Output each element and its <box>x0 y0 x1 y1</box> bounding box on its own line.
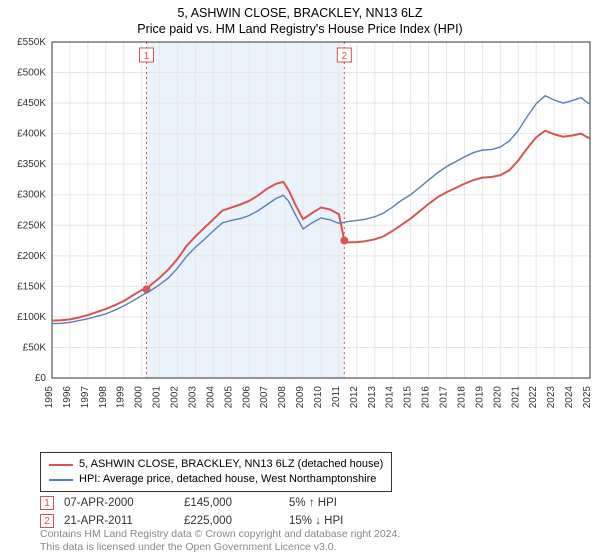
legend-label-property: 5, ASHWIN CLOSE, BRACKLEY, NN13 6LZ (det… <box>79 457 383 472</box>
chart-area: £0 £50K £100K £150K £200K £250K £300K £350K £400… <box>0 38 600 438</box>
svg-text:1995: 1995 <box>44 386 55 409</box>
legend-label-hpi: HPI: Average price, detached house, West… <box>79 472 376 487</box>
sale-badge-2-icon: 2 <box>40 514 54 528</box>
legend-row-hpi: HPI: Average price, detached house, West… <box>49 472 383 487</box>
svg-text:2007: 2007 <box>259 386 270 409</box>
svg-text:2012: 2012 <box>349 386 360 409</box>
svg-text:1998: 1998 <box>98 386 109 409</box>
svg-text:1996: 1996 <box>62 386 73 409</box>
sale-pct-2: 15% ↓ HPI <box>289 515 409 527</box>
svg-text:2002: 2002 <box>170 386 181 409</box>
svg-text:£50K: £50K <box>23 342 47 353</box>
svg-text:2022: 2022 <box>528 386 539 409</box>
svg-text:2015: 2015 <box>403 386 414 409</box>
svg-text:1997: 1997 <box>80 386 91 409</box>
svg-text:£400K: £400K <box>17 129 46 140</box>
svg-text:2021: 2021 <box>510 386 521 409</box>
svg-text:2024: 2024 <box>564 386 575 409</box>
svg-text:2: 2 <box>342 51 348 62</box>
svg-text:2008: 2008 <box>277 386 288 409</box>
svg-text:2018: 2018 <box>456 386 467 409</box>
legend-row-property: 5, ASHWIN CLOSE, BRACKLEY, NN13 6LZ (det… <box>49 457 383 472</box>
svg-text:2013: 2013 <box>367 386 378 409</box>
svg-text:2011: 2011 <box>331 386 342 408</box>
svg-text:2004: 2004 <box>205 386 216 409</box>
chart-title: 5, ASHWIN CLOSE, BRACKLEY, NN13 6LZ <box>0 0 600 20</box>
svg-text:2000: 2000 <box>134 386 145 409</box>
sales-summary: 1 07-APR-2000 £145,000 5% ↑ HPI 2 21-APR… <box>40 494 409 530</box>
svg-text:2023: 2023 <box>546 386 557 409</box>
svg-text:£550K: £550K <box>17 38 46 48</box>
footer-line-1: Contains HM Land Registry data © Crown c… <box>40 528 400 541</box>
sale-badge-1-icon: 1 <box>40 496 54 510</box>
svg-text:£200K: £200K <box>17 251 46 262</box>
svg-text:£300K: £300K <box>17 190 46 201</box>
svg-text:£250K: £250K <box>17 220 46 231</box>
svg-text:2016: 2016 <box>421 386 432 409</box>
svg-text:2006: 2006 <box>241 386 252 409</box>
sale-date-1: 07-APR-2000 <box>64 497 184 509</box>
svg-text:2025: 2025 <box>582 386 593 409</box>
sale-price-2: £225,000 <box>184 515 289 527</box>
svg-text:£450K: £450K <box>17 98 46 109</box>
legend-swatch-property <box>49 464 73 466</box>
svg-text:£100K: £100K <box>17 312 46 323</box>
footer-line-2: This data is licensed under the Open Gov… <box>40 541 400 554</box>
svg-text:2003: 2003 <box>187 386 198 409</box>
svg-text:1: 1 <box>144 51 150 62</box>
svg-text:2019: 2019 <box>474 386 485 409</box>
sale-date-2: 21-APR-2011 <box>64 515 184 527</box>
svg-text:2014: 2014 <box>385 386 396 409</box>
legend-swatch-hpi <box>49 479 73 481</box>
svg-text:2020: 2020 <box>492 386 503 409</box>
svg-text:£150K: £150K <box>17 281 46 292</box>
footer-attribution: Contains HM Land Registry data © Crown c… <box>40 528 400 554</box>
legend: 5, ASHWIN CLOSE, BRACKLEY, NN13 6LZ (det… <box>40 452 392 492</box>
svg-text:2009: 2009 <box>295 386 306 409</box>
svg-text:1999: 1999 <box>116 386 127 409</box>
chart-subtitle: Price paid vs. HM Land Registry's House … <box>0 20 600 40</box>
chart-svg: £0 £50K £100K £150K £200K £250K £300K £350K £400… <box>0 38 600 438</box>
svg-text:2010: 2010 <box>313 386 324 409</box>
svg-text:£350K: £350K <box>17 159 46 170</box>
svg-text:2005: 2005 <box>223 386 234 409</box>
svg-text:2017: 2017 <box>439 386 450 409</box>
sale-price-1: £145,000 <box>184 497 289 509</box>
sale-pct-1: 5% ↑ HPI <box>289 497 409 509</box>
svg-text:£0: £0 <box>35 373 47 384</box>
sale-row-1: 1 07-APR-2000 £145,000 5% ↑ HPI <box>40 494 409 512</box>
svg-text:£500K: £500K <box>17 68 46 79</box>
svg-text:2001: 2001 <box>152 386 163 409</box>
